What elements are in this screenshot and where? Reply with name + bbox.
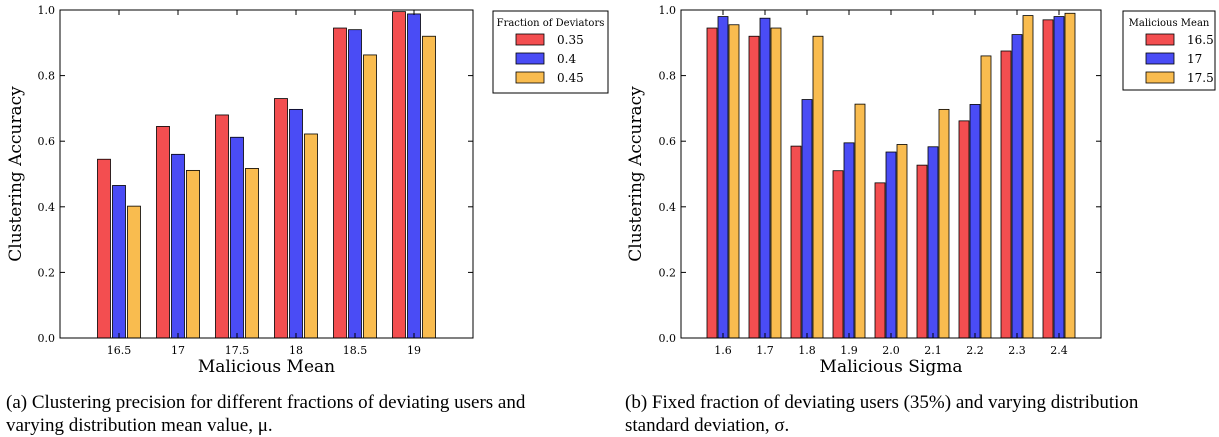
bar (801, 99, 813, 339)
x-tick-label: 2.1 (924, 344, 942, 357)
legend-label: 0.45 (557, 71, 584, 85)
legend-title: Malicious Mean (1129, 18, 1210, 29)
y-tick-label: 0.4 (38, 201, 56, 214)
x-tick-label: 2.2 (966, 344, 984, 357)
bar (759, 17, 771, 339)
bar (728, 24, 740, 339)
x-tick-label: 18 (289, 344, 303, 357)
bar (112, 185, 126, 339)
bar (969, 104, 981, 339)
bar (938, 108, 950, 339)
bar (186, 169, 200, 339)
legend-title: Fraction of Deviators (497, 18, 605, 29)
bar (854, 103, 866, 339)
x-tick-label: 17.5 (225, 344, 250, 357)
bar (274, 98, 288, 339)
bar (885, 151, 897, 339)
legend-label: 17 (1187, 52, 1202, 66)
y-axis-label: Clustering Accuracy (6, 86, 26, 262)
x-tick-label: 1.8 (798, 344, 816, 357)
y-tick-label: 0.0 (38, 332, 56, 345)
legend-label: 17.5 (1187, 71, 1214, 85)
bar (156, 126, 170, 339)
y-tick-label: 0.8 (38, 70, 56, 83)
bar (348, 29, 362, 339)
bar (97, 158, 111, 339)
bar (706, 27, 718, 339)
bar (333, 27, 347, 339)
x-tick-label: 1.7 (756, 344, 774, 357)
bar (215, 114, 229, 339)
bar (980, 55, 992, 339)
chart-a: 0.0 0.2 0.4 0.6 0.8 1.0 16.5 17 17.5 18 18.5 19 Mali… (6, 4, 609, 377)
legend-label: 16.5 (1187, 33, 1214, 47)
x-tick-label: 16.5 (107, 344, 132, 357)
bar (927, 146, 939, 339)
x-tick-label: 1.9 (840, 344, 858, 357)
x-tick-label: 2.4 (1050, 344, 1068, 357)
bar (392, 11, 406, 339)
bar (958, 120, 970, 339)
y-tick-label: 0.6 (659, 135, 677, 148)
bar (363, 54, 377, 339)
bar (896, 144, 908, 339)
legend-swatch (1145, 52, 1175, 65)
bar (407, 13, 421, 339)
legend-label: 0.35 (557, 33, 584, 47)
bar (304, 133, 318, 339)
bar (717, 16, 729, 339)
caption-b: (b) Fixed fraction of deviating users (3… (625, 392, 1139, 436)
x-tick-label: 1.6 (714, 344, 732, 357)
x-tick-label: 2.3 (1008, 344, 1026, 357)
bar (874, 182, 886, 339)
legend-swatch (1145, 71, 1175, 84)
y-tick-label: 0.2 (659, 266, 677, 279)
bar (1042, 19, 1054, 339)
y-tick-label: 0.8 (659, 70, 677, 83)
x-axis-label: Malicious Sigma (820, 357, 963, 377)
bar (843, 142, 855, 339)
legend-swatch (515, 33, 545, 46)
bar (230, 136, 244, 339)
legend-swatch (515, 71, 545, 84)
bar (832, 170, 844, 339)
x-axis-label: Malicious Mean (198, 357, 335, 377)
bar (916, 164, 928, 339)
y-tick-label: 0.2 (38, 266, 56, 279)
x-tick-label: 19 (407, 344, 421, 357)
x-tick-label: 2.0 (882, 344, 900, 357)
legend-swatch (1145, 33, 1175, 46)
y-tick-label: 0.4 (659, 201, 677, 214)
caption-a: (a) Clustering precision for different f… (6, 392, 526, 436)
bar (748, 35, 760, 339)
x-tick-label: 17 (171, 344, 185, 357)
bar (289, 108, 303, 339)
y-tick-label: 1.0 (659, 4, 677, 17)
bar (1064, 12, 1076, 339)
y-axis-label: Clustering Accuracy (626, 86, 646, 262)
plot-frame (59, 9, 474, 339)
bar (1053, 16, 1065, 339)
legend-box (492, 10, 609, 94)
legend-label: 0.4 (557, 52, 576, 66)
x-tick-label: 18.5 (343, 344, 368, 357)
bar (245, 168, 259, 339)
y-tick-label: 0.6 (38, 135, 56, 148)
bar (1011, 34, 1023, 339)
bar (422, 35, 436, 339)
bar (770, 27, 782, 339)
bar (790, 145, 802, 339)
legend-swatch (515, 52, 545, 65)
bar (812, 35, 824, 339)
bar (171, 153, 185, 339)
chart-b: 0.0 0.2 0.4 0.6 0.8 1.0 1.6 1.7 1.8 1.9 2.0 2.1 2.2 2… (626, 4, 1216, 377)
bar (1000, 50, 1012, 339)
bar (127, 205, 141, 339)
y-tick-label: 0.0 (659, 332, 677, 345)
bar (1022, 15, 1034, 339)
y-tick-label: 1.0 (38, 4, 56, 17)
